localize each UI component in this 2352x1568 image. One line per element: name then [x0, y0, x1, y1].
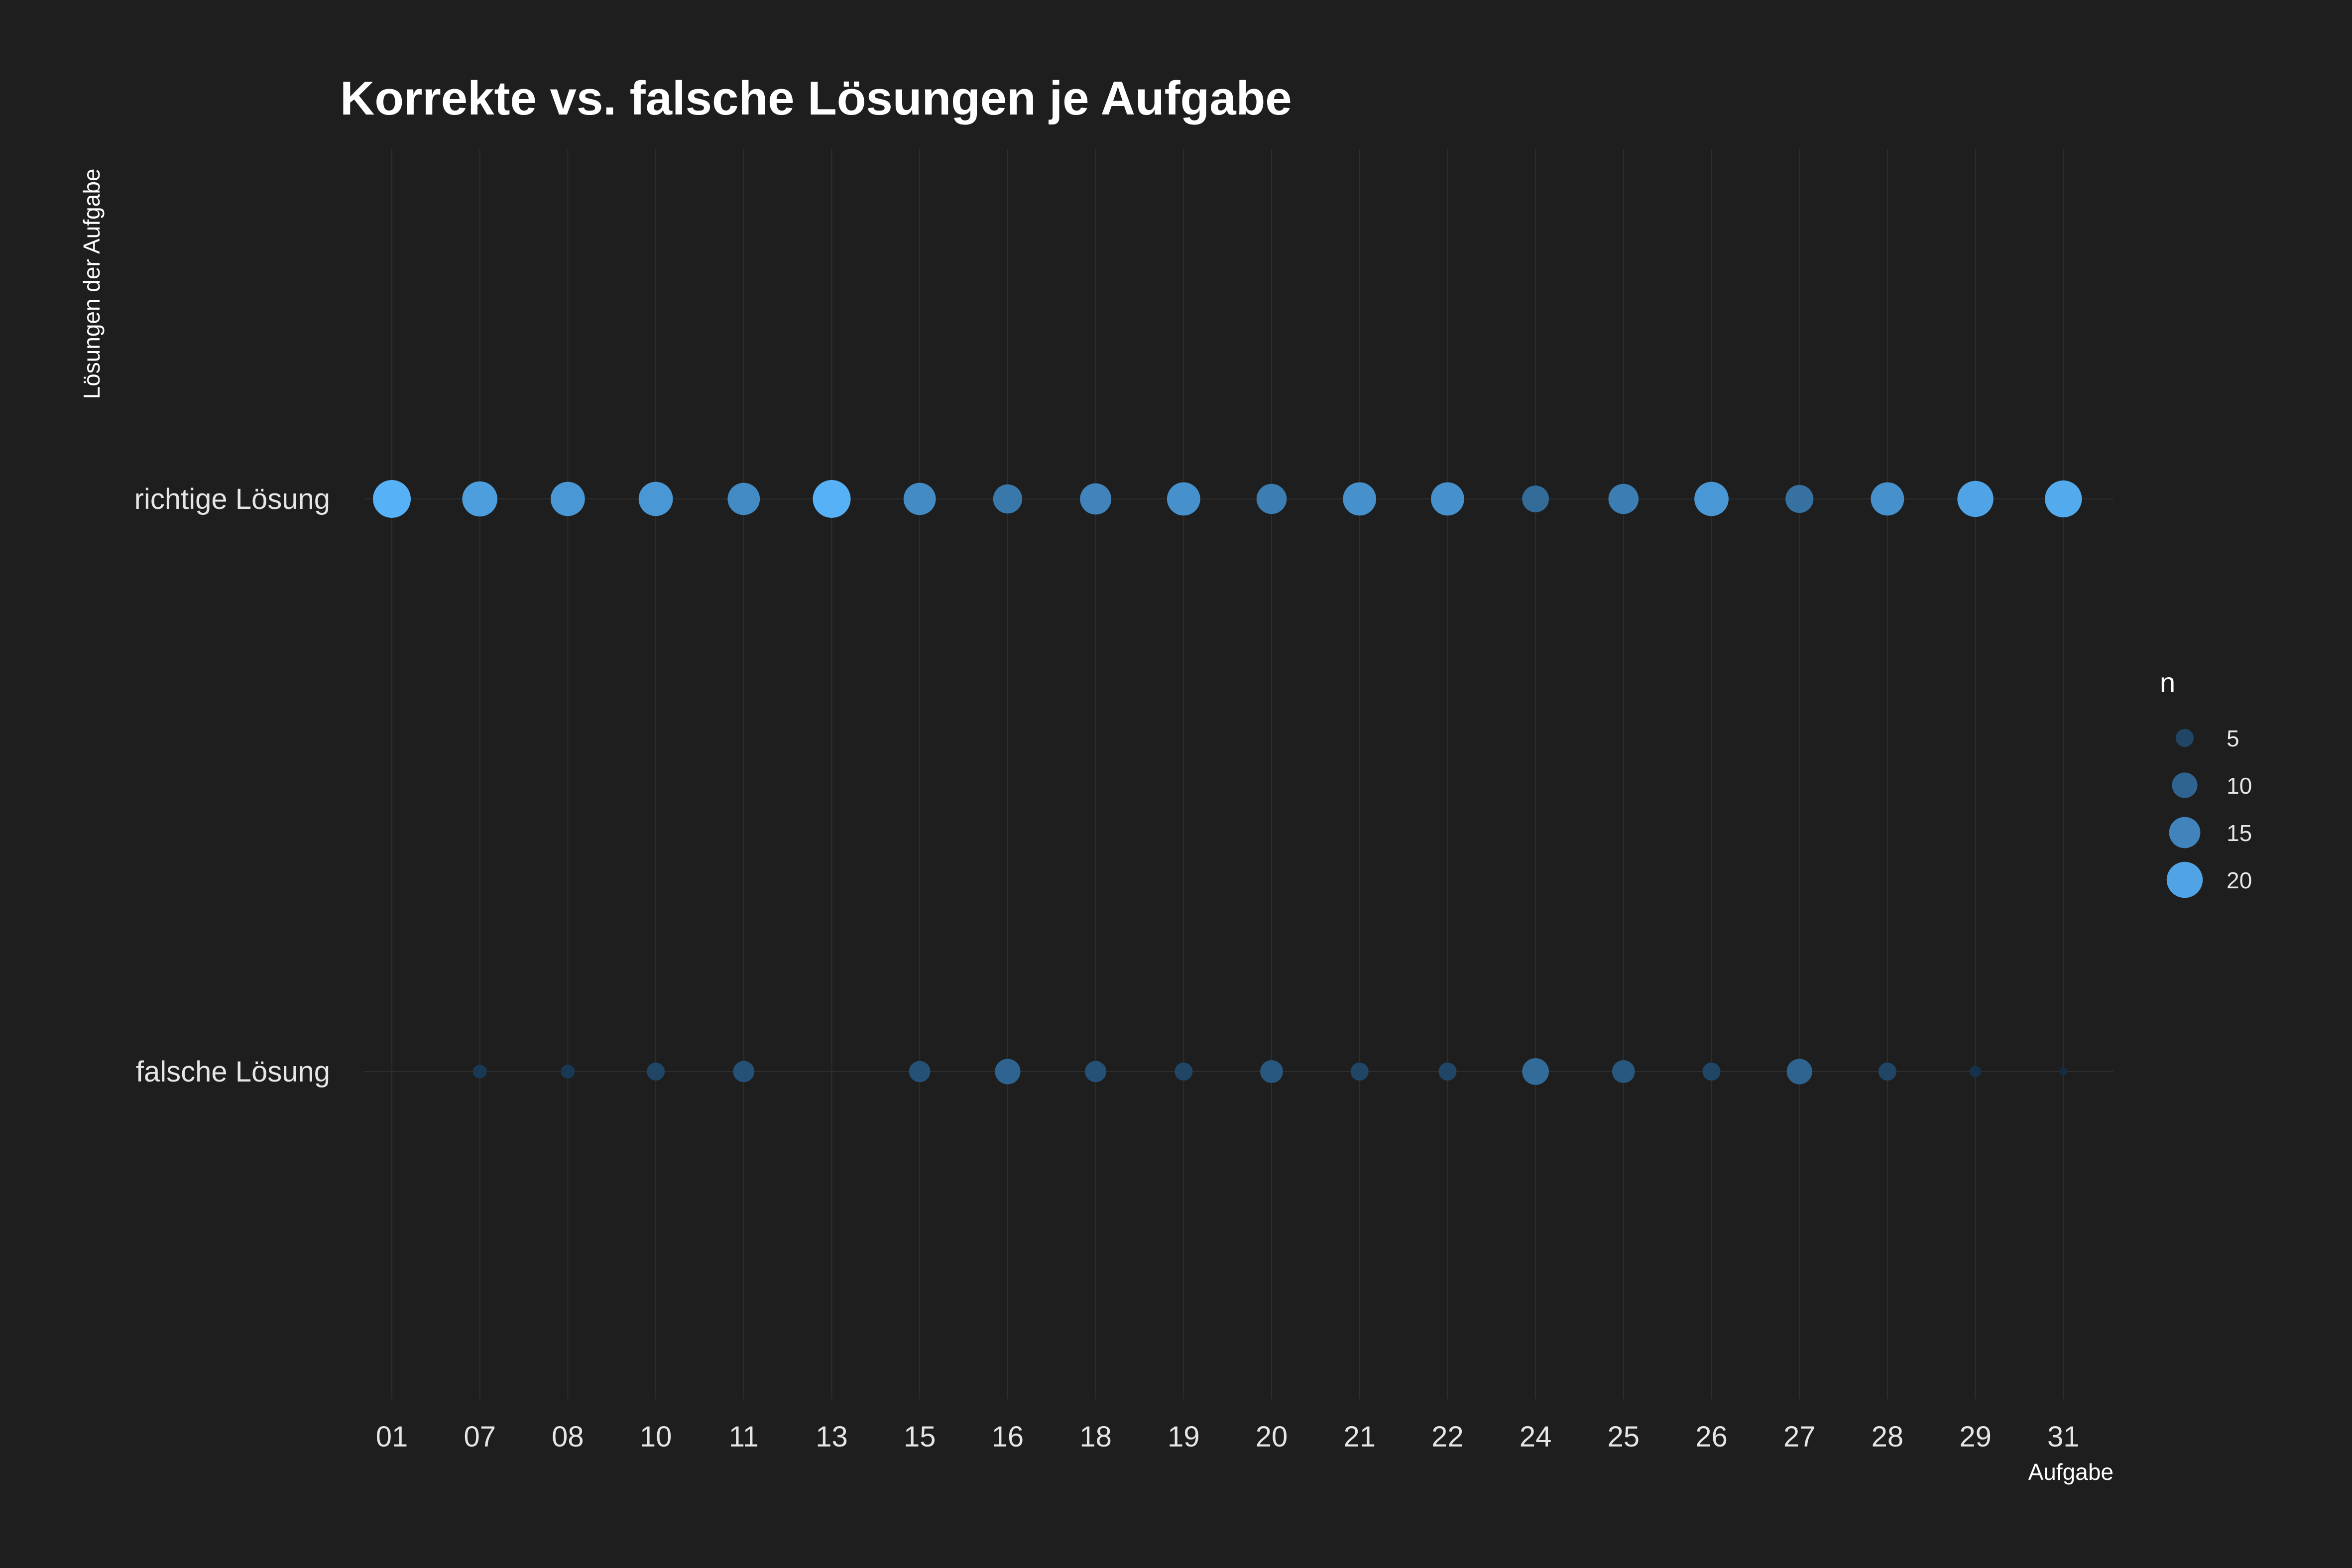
legend-key [2172, 772, 2198, 798]
data-point [1957, 481, 1994, 517]
legend-key [2166, 861, 2203, 898]
legend-label: 15 [2227, 820, 2252, 846]
data-point [1786, 1059, 1812, 1085]
data-point [813, 480, 851, 518]
y-tick-label: falsche Lösung [136, 1056, 330, 1088]
data-point [1608, 483, 1639, 514]
data-point [1970, 1066, 1982, 1078]
x-tick-label: 01 [376, 1421, 408, 1453]
x-tick-label: 31 [2047, 1421, 2080, 1453]
x-tick-label: 19 [1168, 1421, 1200, 1453]
data-point [1085, 1061, 1107, 1083]
x-tick-label: 22 [1431, 1421, 1464, 1453]
x-tick-label: 29 [1959, 1421, 1992, 1453]
data-point [1785, 484, 1814, 513]
data-point [1522, 1058, 1549, 1085]
data-point [472, 1065, 487, 1079]
x-tick-label: 25 [1608, 1421, 1640, 1453]
legend-key [2175, 728, 2194, 747]
data-point [1260, 1060, 1283, 1083]
data-point [551, 482, 585, 516]
y-axis-title: Lösungen der Aufgabe [79, 169, 105, 399]
data-point [1343, 482, 1377, 516]
x-tick-label: 27 [1783, 1421, 1816, 1453]
data-point [2059, 1067, 2068, 1076]
x-tick-label: 07 [464, 1421, 496, 1453]
legend-label: 5 [2227, 725, 2239, 751]
x-tick-label: 26 [1695, 1421, 1728, 1453]
x-tick-label: 13 [816, 1421, 848, 1453]
data-point [993, 484, 1023, 514]
legend-label: 20 [2227, 867, 2252, 893]
data-point [1256, 483, 1287, 514]
x-tick-label: 15 [904, 1421, 936, 1453]
legend-label: 10 [2227, 773, 2252, 799]
grid [363, 149, 2114, 1399]
chart-title: Korrekte vs. falsche Lösungen je Aufgabe [340, 72, 1292, 125]
x-tick-label: 16 [992, 1421, 1024, 1453]
x-tick-label: 24 [1520, 1421, 1552, 1453]
data-point [373, 480, 411, 518]
x-tick-label: 10 [640, 1421, 672, 1453]
x-axis-title: Aufgabe [2028, 1459, 2114, 1485]
data-points [373, 480, 2082, 1085]
legend-title: n [2160, 667, 2175, 698]
x-axis-ticks: 01 07 08 10 11 13 15 16 18 19 20 21 22 24 25 26 27 28 29 31 [376, 1421, 2080, 1453]
x-tick-label: 20 [1256, 1421, 1288, 1453]
legend-key [2169, 817, 2201, 848]
data-point [1878, 1062, 1896, 1081]
legend: n 5 10 15 20 [2160, 667, 2252, 898]
data-point [1175, 1062, 1193, 1081]
data-point [1871, 482, 1904, 516]
data-point [2045, 480, 2082, 518]
data-point [638, 482, 673, 516]
data-point [561, 1065, 575, 1079]
data-point [1350, 1062, 1369, 1081]
data-point [462, 481, 497, 517]
data-point [909, 1061, 931, 1083]
x-tick-label: 08 [552, 1421, 584, 1453]
data-point [1167, 482, 1200, 516]
data-point [1612, 1060, 1635, 1083]
data-point [995, 1059, 1021, 1085]
y-tick-label: richtige Lösung [134, 483, 330, 515]
x-tick-label: 11 [729, 1421, 759, 1453]
data-point [903, 482, 936, 515]
data-point [1431, 482, 1464, 516]
data-point [727, 482, 760, 515]
x-tick-label: 18 [1079, 1421, 1112, 1453]
y-axis-ticks: falsche Lösung richtige Lösung [134, 483, 330, 1088]
data-point [1080, 483, 1112, 515]
data-point [733, 1061, 755, 1083]
data-point [1694, 482, 1729, 516]
x-tick-label: 21 [1343, 1421, 1376, 1453]
data-point [1438, 1062, 1457, 1081]
x-tick-label: 28 [1872, 1421, 1904, 1453]
data-point [1702, 1062, 1721, 1081]
data-point [647, 1062, 665, 1081]
data-point [1522, 485, 1549, 512]
